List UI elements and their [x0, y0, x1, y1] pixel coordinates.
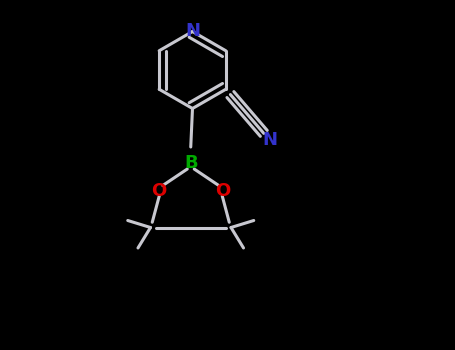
Text: O: O	[152, 182, 167, 200]
Text: B: B	[184, 154, 197, 172]
Text: N: N	[185, 22, 200, 41]
Text: O: O	[215, 182, 230, 200]
Text: N: N	[262, 131, 277, 149]
